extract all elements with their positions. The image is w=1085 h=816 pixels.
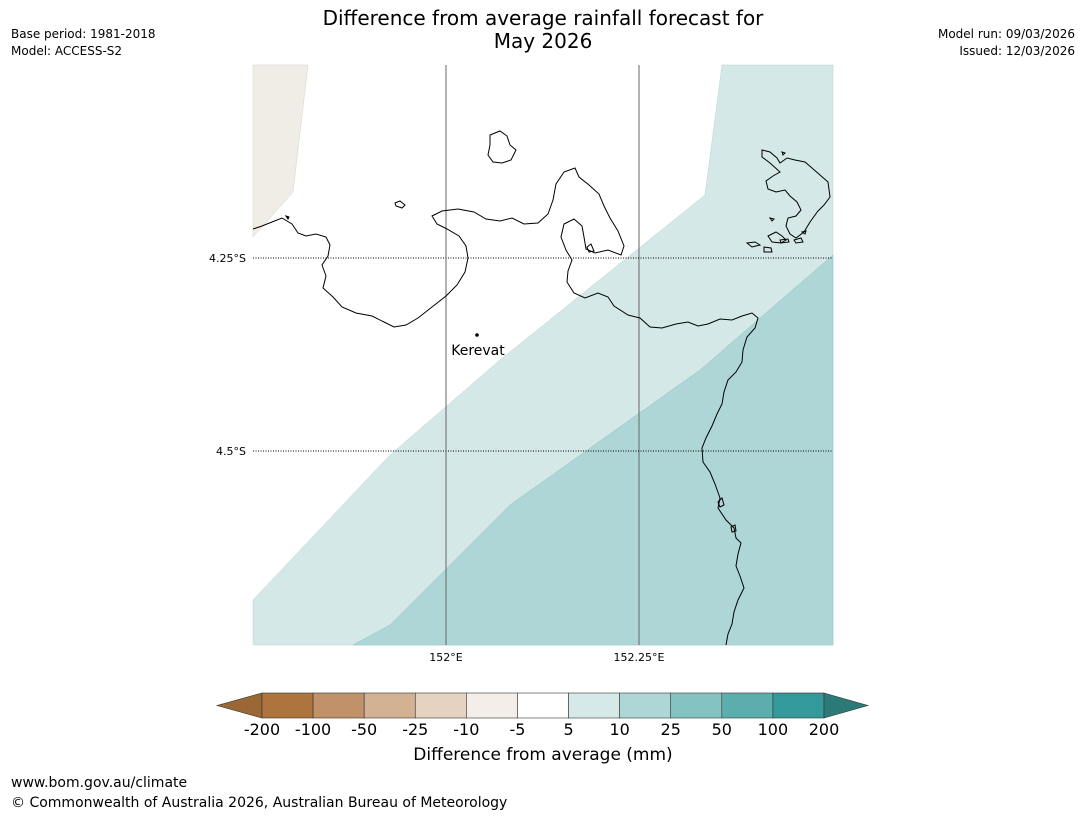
colorbar-segment <box>517 692 569 719</box>
colorbar-tick-label: -200 <box>243 720 281 739</box>
colorbar-segment <box>363 692 416 719</box>
title-line-1: Difference from average rainfall forecas… <box>322 6 764 30</box>
colorbar-segment <box>670 692 723 719</box>
issued-date: Issued: 12/03/2026 <box>959 44 1075 58</box>
coastline-dy-islet-1 <box>745 241 762 248</box>
colorbar-segment <box>568 692 620 719</box>
coastline-dy-islet-8 <box>781 151 786 156</box>
colorbar-tick-label: -50 <box>351 720 378 739</box>
colorbar-tick-label: 5 <box>563 720 574 739</box>
colorbar-label: Difference from average (mm) <box>413 745 673 765</box>
lat-label-4-5: 4.5°S <box>216 445 246 458</box>
colorbar-tick-label: 200 <box>808 720 840 739</box>
lon-label-152: 152°E <box>429 651 462 664</box>
footer-url: www.bom.gov.au/climate <box>11 775 188 791</box>
colorbar-arrow-high <box>823 692 870 719</box>
colorbar-segment <box>312 692 365 719</box>
model-run: Model run: 09/03/2026 <box>937 27 1075 41</box>
colorbar-tick-label: 25 <box>660 720 681 739</box>
lon-label-152-25: 152.25°E <box>614 651 665 664</box>
coastline-dy-islet-4 <box>793 237 804 244</box>
colorbar-tick-label: 10 <box>609 720 630 739</box>
title-line-2: May 2026 <box>493 29 593 53</box>
coastline-island-north <box>487 130 517 164</box>
colorbar-tick-label: 50 <box>711 720 732 739</box>
colorbar-segment <box>619 692 672 719</box>
coastline-gazelle <box>252 167 759 646</box>
colorbar-tick-label: -5 <box>509 720 526 739</box>
coastline-islet-tiny <box>284 215 290 220</box>
coastline-islet-west <box>394 200 406 209</box>
footer-copyright: © Commonwealth of Australia 2026, Austra… <box>11 795 508 811</box>
coastline-bay-islet <box>586 243 595 253</box>
coastline-duke-of-york <box>761 149 831 239</box>
colorbar-tick-label: -10 <box>453 720 480 739</box>
region-negative-5-10 <box>252 64 309 238</box>
colorbar-segment <box>721 692 774 719</box>
colorbar-segment <box>772 692 825 719</box>
colorbar-segment <box>261 692 314 719</box>
meta-left: Base period: 1981-2018 Model: ACCESS-S2 <box>11 26 156 60</box>
colorbar-arrow-low <box>215 692 263 719</box>
coastline-inlet-1 <box>717 497 725 508</box>
coastline-dy-islet-3 <box>767 231 787 244</box>
base-period: Base period: 1981-2018 <box>11 27 156 41</box>
colorbar-tick-label: -100 <box>294 720 332 739</box>
lat-label-4-25: 4.25°S <box>209 252 246 265</box>
region-positive-10-25 <box>352 254 834 646</box>
kerevat-marker <box>475 333 479 337</box>
coastline-dy-islet-7 <box>800 230 807 235</box>
meta-right: Model run: 09/03/2026 Issued: 12/03/2026 <box>938 26 1075 60</box>
coastline-dy-islet-6 <box>768 217 775 222</box>
kerevat-label: Kerevat <box>451 343 505 359</box>
model-name: Model: ACCESS-S2 <box>11 44 123 58</box>
colorbar-segment <box>466 692 518 719</box>
coastline-dy-islet-5 <box>779 238 790 244</box>
colorbar-tick-label: 100 <box>757 720 789 739</box>
coastline-inlet-2 <box>730 524 737 533</box>
colorbar <box>215 692 870 719</box>
coastline-dy-islet-2 <box>763 246 773 253</box>
colorbar-tick-label: -25 <box>402 720 429 739</box>
colorbar-segment <box>414 692 467 719</box>
chart-title: Difference from average rainfall forecas… <box>243 7 843 53</box>
